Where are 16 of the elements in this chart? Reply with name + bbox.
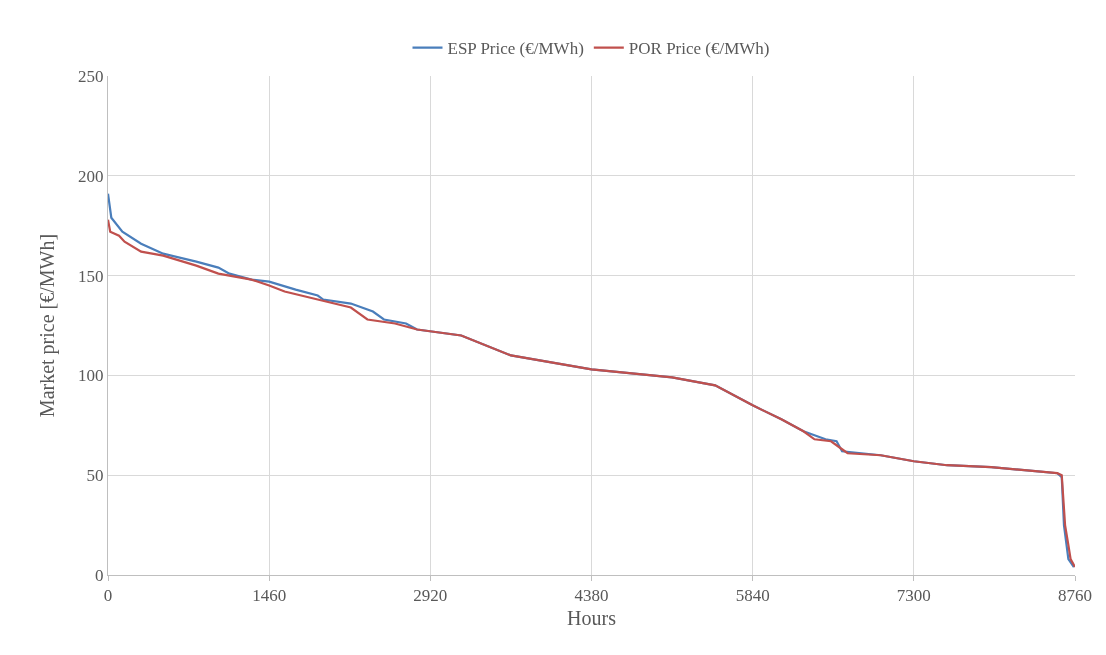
y-tick-label: 150: [78, 266, 104, 286]
x-tick-label: 1460: [252, 586, 287, 606]
y-tick-label: 50: [86, 466, 104, 486]
y-axis-title: Market price [€/MWh]: [35, 233, 59, 418]
y-tick-label: 100: [78, 366, 104, 386]
y-tick-label: 200: [78, 166, 104, 186]
y-tick-label: 250: [78, 66, 104, 86]
x-tick-label: 4380: [574, 586, 609, 606]
x-tick-label: 2920: [413, 586, 448, 606]
x-tick-label: 8760: [1058, 586, 1092, 606]
legend-label: ESP Price (€/MWh): [447, 39, 584, 59]
legend-label: POR Price (€/MWh): [628, 39, 770, 59]
y-tick-label: 0: [95, 565, 104, 585]
x-axis-title: Hours: [567, 606, 617, 629]
x-tick-label: 7300: [896, 586, 931, 606]
x-tick-label: 5840: [735, 586, 770, 606]
